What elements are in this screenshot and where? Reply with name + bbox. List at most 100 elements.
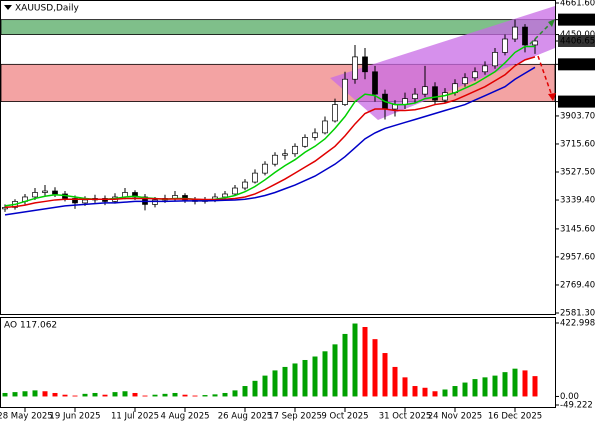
ao-bar — [432, 391, 438, 397]
ao-bar — [122, 391, 128, 397]
moving-average — [4, 56, 536, 209]
ao-bar — [382, 353, 388, 397]
y-tick-label: 4000.00 — [560, 97, 595, 107]
ao-bar — [212, 394, 218, 397]
y-tick-label: 3527.50 — [560, 168, 595, 178]
candle-body — [302, 137, 308, 147]
red-arrowhead — [548, 93, 556, 101]
ao-bar — [142, 395, 148, 397]
ao-bar — [442, 389, 448, 397]
candle-body — [332, 104, 338, 122]
ao-bar — [452, 386, 458, 397]
ao-bar — [42, 391, 48, 397]
ao-bar — [482, 377, 488, 397]
ao-bar — [272, 370, 278, 397]
menu-triangle[interactable] — [4, 5, 12, 10]
ao-bar — [342, 333, 348, 397]
x-tick-label: 17 Sep 2025 — [268, 412, 322, 422]
candle-body — [352, 56, 358, 80]
ao-bar — [532, 376, 538, 397]
candle-body — [292, 145, 298, 155]
ao-bar — [162, 393, 168, 397]
x-tick-label: 16 Dec 2025 — [488, 412, 542, 422]
ao-bar — [322, 351, 328, 397]
candle-body — [512, 26, 518, 40]
ao-bar — [472, 379, 478, 397]
green-arrowhead — [548, 19, 555, 27]
y-tick-label: 3145.60 — [560, 224, 595, 234]
candle-body — [482, 65, 488, 73]
x-tick-label: 4 Aug 2025 — [160, 412, 209, 422]
ao-bar — [152, 394, 158, 397]
ao-bar — [132, 392, 138, 397]
candle-body — [522, 26, 528, 46]
ao-bar — [232, 390, 238, 397]
candle-body — [262, 163, 268, 174]
candle-body — [362, 56, 368, 73]
y-tick-label: 2581.30 — [560, 309, 595, 319]
candle-body — [252, 172, 258, 183]
candle-body — [532, 40, 538, 46]
y-tick-label: 4550.00 — [560, 15, 595, 25]
price-label-bg — [558, 58, 595, 71]
red-arrow — [537, 55, 553, 97]
y-tick-label: 4661.60 — [560, 0, 595, 9]
candle-body — [272, 154, 278, 165]
x-tick-label: 28 May 2025 — [0, 412, 53, 422]
x-tick-label: 11 Jul 2025 — [111, 412, 159, 422]
y-tick-label: 3715.60 — [560, 139, 595, 149]
ao-bar — [202, 395, 208, 397]
candle-body — [312, 132, 318, 138]
candle-body — [42, 190, 48, 193]
candle-body — [422, 86, 428, 95]
candle-body — [232, 187, 238, 195]
y-tick-label: 4406.65 — [560, 36, 595, 46]
candle-body — [322, 120, 328, 134]
ao-bar — [222, 392, 228, 397]
ao-bar — [492, 375, 498, 397]
ao-bar — [52, 392, 58, 397]
ao-bar — [292, 363, 298, 397]
y-tick-label: 4250.00 — [560, 60, 595, 70]
ao-bar — [82, 393, 88, 397]
ao-bar — [312, 356, 318, 397]
x-tick-label: 19 Jun 2025 — [49, 412, 100, 422]
ao-bar — [512, 368, 518, 397]
ao-bar — [362, 326, 368, 397]
moving-average — [4, 66, 536, 216]
ao-y-tick-label: 422.998 — [560, 319, 595, 329]
green-arrow — [529, 21, 553, 45]
ao-bar — [262, 375, 268, 397]
chart-title: XAUUSD,Daily — [15, 4, 79, 14]
ao-bar — [192, 395, 198, 397]
candle-body — [492, 52, 498, 67]
y-tick-label: 2769.40 — [560, 280, 595, 290]
ao-y-tick-label: 0.00 — [560, 392, 579, 402]
ao-bar — [302, 359, 308, 397]
ao-bar — [412, 386, 418, 397]
x-tick-label: 26 Aug 2025 — [218, 412, 272, 422]
ao-bar — [282, 366, 288, 397]
ao-bar — [242, 386, 248, 397]
ao-bar — [182, 394, 188, 397]
ao-bar — [422, 387, 428, 397]
ao-bar — [62, 394, 68, 397]
ao-bar — [522, 370, 528, 397]
ao-bar — [172, 392, 178, 397]
x-tick-label: 9 Oct 2025 — [321, 412, 368, 422]
ao-y-tick-label: -49.222 — [560, 401, 593, 411]
ao-bar — [462, 382, 468, 397]
candle-body — [282, 153, 288, 156]
candle-body — [412, 93, 418, 99]
candle-body — [502, 38, 508, 53]
candle-body — [82, 199, 88, 204]
price-label-bg — [558, 95, 595, 108]
y-tick-label: 3903.70 — [560, 111, 595, 121]
price-label-bg — [558, 34, 595, 47]
candle-body — [432, 86, 438, 101]
candle-body — [52, 190, 58, 195]
candle-body — [472, 71, 478, 79]
candle-body — [342, 78, 348, 105]
ao-bar — [402, 377, 408, 397]
